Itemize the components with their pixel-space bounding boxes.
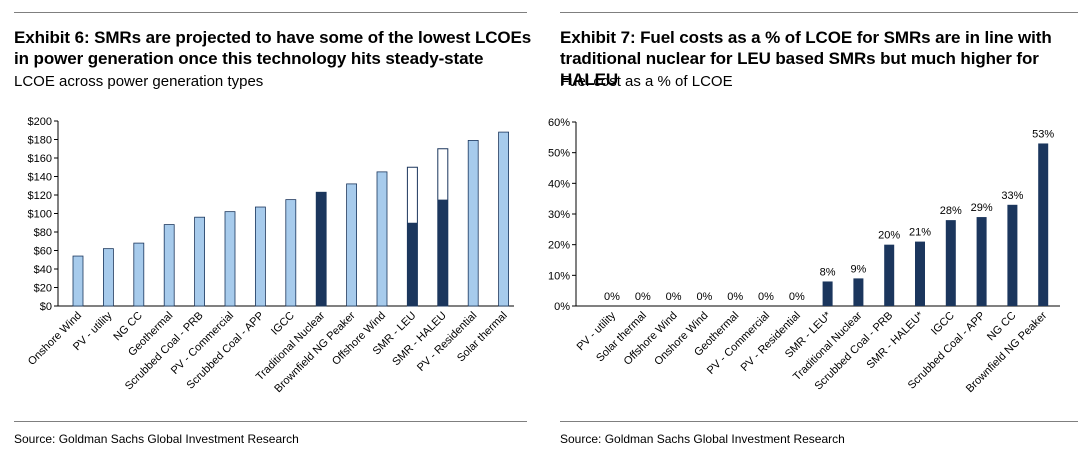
top-rule <box>560 12 1078 13</box>
bar <box>72 255 84 307</box>
data-label: 28% <box>940 205 962 217</box>
data-label: 20% <box>878 230 900 242</box>
bar <box>315 191 327 307</box>
bar <box>822 281 833 306</box>
x-tick-label: Onshore Wind <box>652 310 710 368</box>
y-tick-label: $20 <box>34 283 52 295</box>
x-tick-label: Offshore Wind <box>330 310 388 368</box>
data-label: 0% <box>758 291 774 303</box>
top-rule <box>14 12 527 13</box>
exhibit-6-panel: Exhibit 6: SMRs are projected to have so… <box>0 0 540 460</box>
y-tick-label: 40% <box>548 178 570 190</box>
bar <box>1007 204 1018 306</box>
chart-title: Exhibit 6: SMRs are projected to have so… <box>14 28 532 68</box>
bar <box>498 131 510 307</box>
y-tick-label: 60% <box>548 117 570 129</box>
bar <box>254 206 266 307</box>
bar <box>467 140 479 307</box>
bar <box>224 211 236 307</box>
bar <box>437 199 448 306</box>
bar <box>945 220 956 306</box>
y-tick-label: $120 <box>28 190 52 202</box>
data-label: 8% <box>820 266 836 278</box>
data-label: 33% <box>1001 190 1023 202</box>
bar <box>407 222 418 306</box>
y-tick-label: $80 <box>34 227 52 239</box>
y-tick-label: $100 <box>28 209 52 221</box>
bar <box>915 241 925 306</box>
y-tick-label: $60 <box>34 246 52 258</box>
y-tick-label: 20% <box>548 240 570 252</box>
data-label: 21% <box>909 227 931 239</box>
bar <box>163 224 175 307</box>
chart-source: Source: Goldman Sachs Global Investment … <box>14 432 299 446</box>
data-label: 0% <box>727 291 743 303</box>
data-label: 0% <box>696 291 712 303</box>
lcoe-bar-chart: $0 $20 $40 $60 $80 $100 $120 $140 $160 $180 $200 On… <box>26 116 514 395</box>
bar <box>1038 143 1049 306</box>
bottom-rule <box>14 421 527 422</box>
x-tick-label: IGCC <box>269 310 297 338</box>
chart-subtitle: LCOE across power generation types <box>14 73 264 90</box>
data-label: 0% <box>604 291 620 303</box>
chart-title: Exhibit 7: Fuel costs as a % of LCOE for… <box>560 28 1052 89</box>
bar <box>194 216 206 307</box>
y-tick-label: 50% <box>548 148 570 160</box>
exhibit-7-panel: Exhibit 7: Fuel costs as a % of LCOE for… <box>548 0 1090 460</box>
data-label: 29% <box>971 202 993 214</box>
y-tick-label: $160 <box>28 153 52 165</box>
bar <box>853 278 864 306</box>
bar <box>884 244 895 306</box>
fuel-cost-bar-chart: 0%10%20%30%40%50%60%0%PV - utility0%Sola… <box>548 117 1060 395</box>
data-label: 53% <box>1032 128 1054 140</box>
bar <box>285 199 297 307</box>
chart-source: Source: Goldman Sachs Global Investment … <box>560 432 845 446</box>
bar <box>103 248 114 307</box>
y-tick-label: $0 <box>40 301 52 313</box>
y-tick-label: $40 <box>34 264 52 276</box>
x-tick-label: IGCC <box>929 310 957 338</box>
data-label: 0% <box>635 291 651 303</box>
data-label: 9% <box>850 263 866 275</box>
y-tick-label: 30% <box>548 209 570 221</box>
y-tick-label: $180 <box>28 135 52 147</box>
data-label: 0% <box>789 291 805 303</box>
y-tick-label: $200 <box>28 116 52 128</box>
x-tick-label: Onshore Wind <box>26 310 84 368</box>
bar <box>346 183 358 307</box>
bar <box>376 171 388 307</box>
chart-subtitle: Fuel cost as a % of LCOE <box>560 73 733 90</box>
data-label: 0% <box>666 291 682 303</box>
y-tick-label: 0% <box>554 301 570 313</box>
y-tick-label: 10% <box>548 270 570 282</box>
bar <box>976 217 987 306</box>
y-tick-label: $140 <box>28 172 52 184</box>
bar <box>133 242 145 307</box>
x-tick-label: SMR - HALEU* <box>864 309 926 371</box>
bottom-rule <box>560 421 1078 422</box>
